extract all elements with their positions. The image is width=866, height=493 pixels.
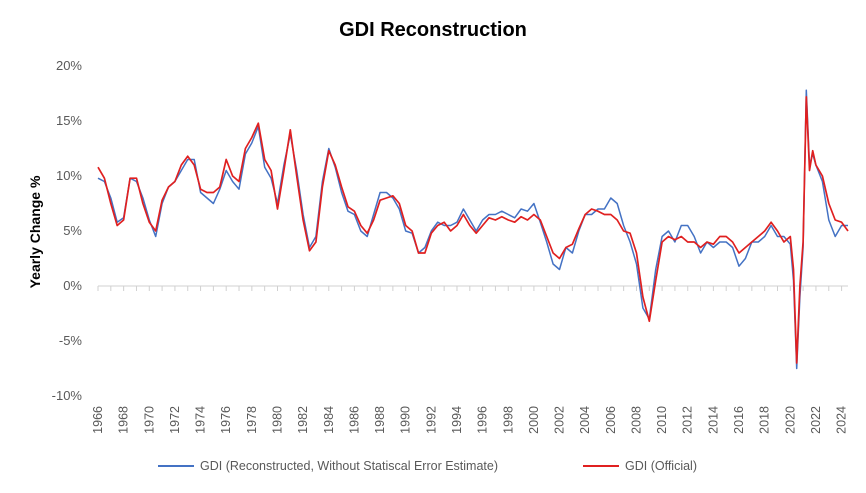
x-axis: 1966 1968 1970 1972 1974 1976 1978 1980 1982 1984…: [91, 285, 849, 434]
x-tick-label: 1994: [450, 406, 464, 434]
legend: GDI (Reconstructed, Without Statiscal Er…: [158, 459, 697, 473]
y-axis-label: Yearly Change %: [27, 175, 43, 288]
legend-label-official: GDI (Official): [625, 459, 697, 473]
series-line-official: [97, 95, 849, 364]
x-tick-label: 1978: [245, 406, 259, 434]
y-tick-label: 15%: [56, 113, 82, 128]
x-tick-label: 2018: [758, 406, 772, 434]
series-layer: [97, 89, 849, 370]
x-tick-label: 2008: [629, 406, 643, 434]
x-tick-label: 1974: [194, 406, 208, 434]
x-tick-label: 2014: [706, 406, 720, 434]
x-tick-label: 2024: [835, 406, 849, 434]
x-tick-label: 1996: [476, 406, 490, 434]
y-axis-ticks: 20% 15% 10% 5% 0% -5% -10%: [52, 58, 83, 403]
y-tick-label: -10%: [52, 388, 83, 403]
x-tick-label: 1982: [296, 406, 310, 434]
y-tick-label: 5%: [63, 223, 82, 238]
x-tick-label: 1970: [142, 406, 156, 434]
series-line-reconstructed: [97, 89, 848, 370]
x-tick-label: 1984: [322, 406, 336, 434]
x-tick-label: 2016: [732, 406, 746, 434]
x-tick-label: 2012: [681, 406, 695, 434]
y-tick-label: -5%: [59, 333, 83, 348]
x-tick-label: 2010: [655, 406, 669, 434]
y-tick-label: 20%: [56, 58, 82, 73]
x-tick-label: 2000: [527, 406, 541, 434]
y-tick-label: 0%: [63, 278, 82, 293]
x-tick-label: 1988: [373, 406, 387, 434]
x-tick-label: 2020: [783, 406, 797, 434]
x-tick-label: 1990: [399, 406, 413, 434]
x-tick-label: 1992: [424, 406, 438, 434]
x-tick-label: 1986: [347, 406, 361, 434]
x-tick-label: 2002: [553, 406, 567, 434]
chart-title: GDI Reconstruction: [339, 19, 527, 41]
x-tick-label: 2022: [809, 406, 823, 434]
y-tick-label: 10%: [56, 168, 82, 183]
legend-label-reconstructed: GDI (Reconstructed, Without Statiscal Er…: [200, 459, 498, 473]
x-tick-label: 1998: [501, 406, 515, 434]
x-tick-label: 1972: [168, 406, 182, 434]
x-tick-label: 1968: [117, 406, 131, 434]
x-tick-label: 2006: [604, 406, 618, 434]
x-tick-label: 1976: [219, 406, 233, 434]
x-tick-label: 2004: [578, 406, 592, 434]
x-tick-label: 1980: [270, 406, 284, 434]
x-tick-label: 1966: [91, 406, 105, 434]
